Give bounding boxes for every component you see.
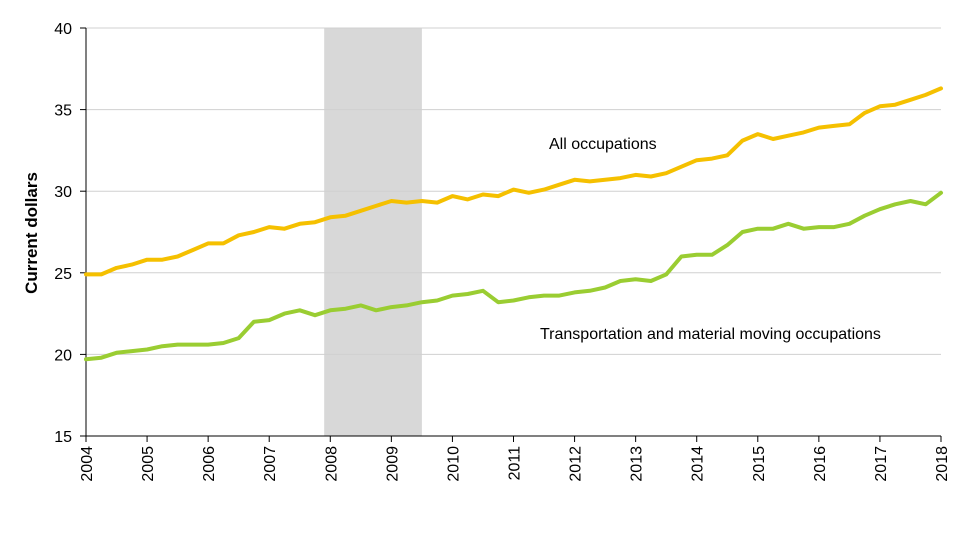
series-label-transportation: Transportation and material moving occup… — [540, 326, 881, 343]
x-tick-label: 2018 — [934, 446, 951, 482]
series-lines — [84, 86, 943, 362]
axes — [80, 27, 942, 442]
y-tick-label: 25 — [54, 266, 72, 283]
x-tick-label: 2006 — [201, 446, 218, 482]
y-tick-label: 20 — [54, 347, 72, 364]
y-tick-labels: 15 20 25 30 35 40 — [54, 21, 72, 446]
x-tick-label: 2010 — [445, 446, 462, 482]
y-tick-label: 30 — [54, 184, 72, 201]
x-tick-label: 2004 — [79, 446, 96, 482]
y-tick-label: 40 — [54, 21, 72, 38]
x-tick-label: 2013 — [629, 446, 646, 482]
y-tick-label: 15 — [54, 429, 72, 446]
y-axis-label: Current dollars — [22, 172, 41, 294]
x-tick-label: 2016 — [812, 446, 829, 482]
x-tick-label: 2011 — [507, 446, 524, 481]
x-tick-label: 2014 — [690, 446, 707, 482]
series-line-1 — [84, 190, 943, 362]
x-tick-label: 2005 — [140, 446, 157, 482]
x-tick-label: 2009 — [384, 446, 401, 482]
x-tick-label: 2012 — [568, 446, 585, 482]
x-tick-label: 2015 — [751, 446, 768, 482]
x-tick-labels: 2004 2005 2006 2007 2008 2009 2010 2011 2012 2013… — [79, 446, 951, 482]
recession-shading — [324, 28, 422, 436]
x-tick-label: 2017 — [873, 446, 890, 482]
y-tick-label: 35 — [54, 103, 72, 120]
x-tick-label: 2008 — [323, 446, 340, 482]
series-line-0 — [84, 86, 943, 277]
series-label-all-occupations: All occupations — [549, 136, 657, 153]
x-tick-label: 2007 — [262, 446, 279, 482]
